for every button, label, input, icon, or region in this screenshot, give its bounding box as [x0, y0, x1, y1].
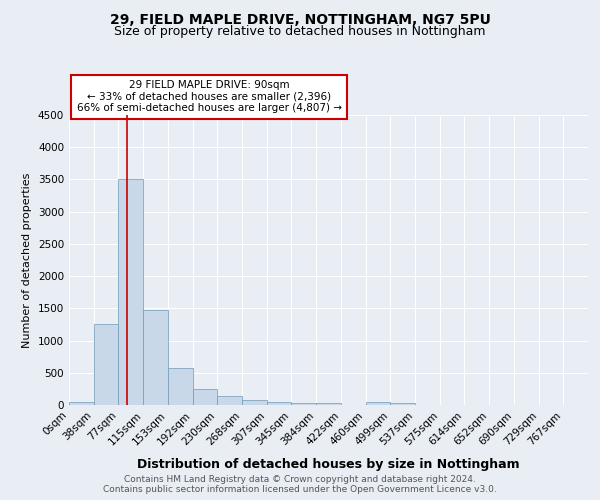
Bar: [168, 368, 193, 405]
Text: Contains public sector information licensed under the Open Government Licence v3: Contains public sector information licen…: [103, 485, 497, 494]
Bar: [292, 403, 316, 405]
Bar: [267, 402, 292, 405]
Bar: [118, 180, 143, 405]
Bar: [242, 400, 267, 405]
Text: Size of property relative to detached houses in Nottingham: Size of property relative to detached ho…: [114, 25, 486, 38]
Y-axis label: Number of detached properties: Number of detached properties: [22, 172, 32, 348]
Bar: [193, 389, 217, 405]
Text: 29 FIELD MAPLE DRIVE: 90sqm
← 33% of detached houses are smaller (2,396)
66% of : 29 FIELD MAPLE DRIVE: 90sqm ← 33% of det…: [77, 80, 341, 114]
Bar: [143, 310, 168, 405]
Bar: [365, 402, 390, 405]
Bar: [217, 396, 242, 405]
Text: Contains HM Land Registry data © Crown copyright and database right 2024.: Contains HM Land Registry data © Crown c…: [124, 475, 476, 484]
X-axis label: Distribution of detached houses by size in Nottingham: Distribution of detached houses by size …: [137, 458, 520, 471]
Bar: [69, 402, 94, 405]
Bar: [316, 403, 341, 405]
Text: 29, FIELD MAPLE DRIVE, NOTTINGHAM, NG7 5PU: 29, FIELD MAPLE DRIVE, NOTTINGHAM, NG7 5…: [110, 12, 490, 26]
Bar: [94, 324, 118, 405]
Bar: [390, 403, 415, 405]
